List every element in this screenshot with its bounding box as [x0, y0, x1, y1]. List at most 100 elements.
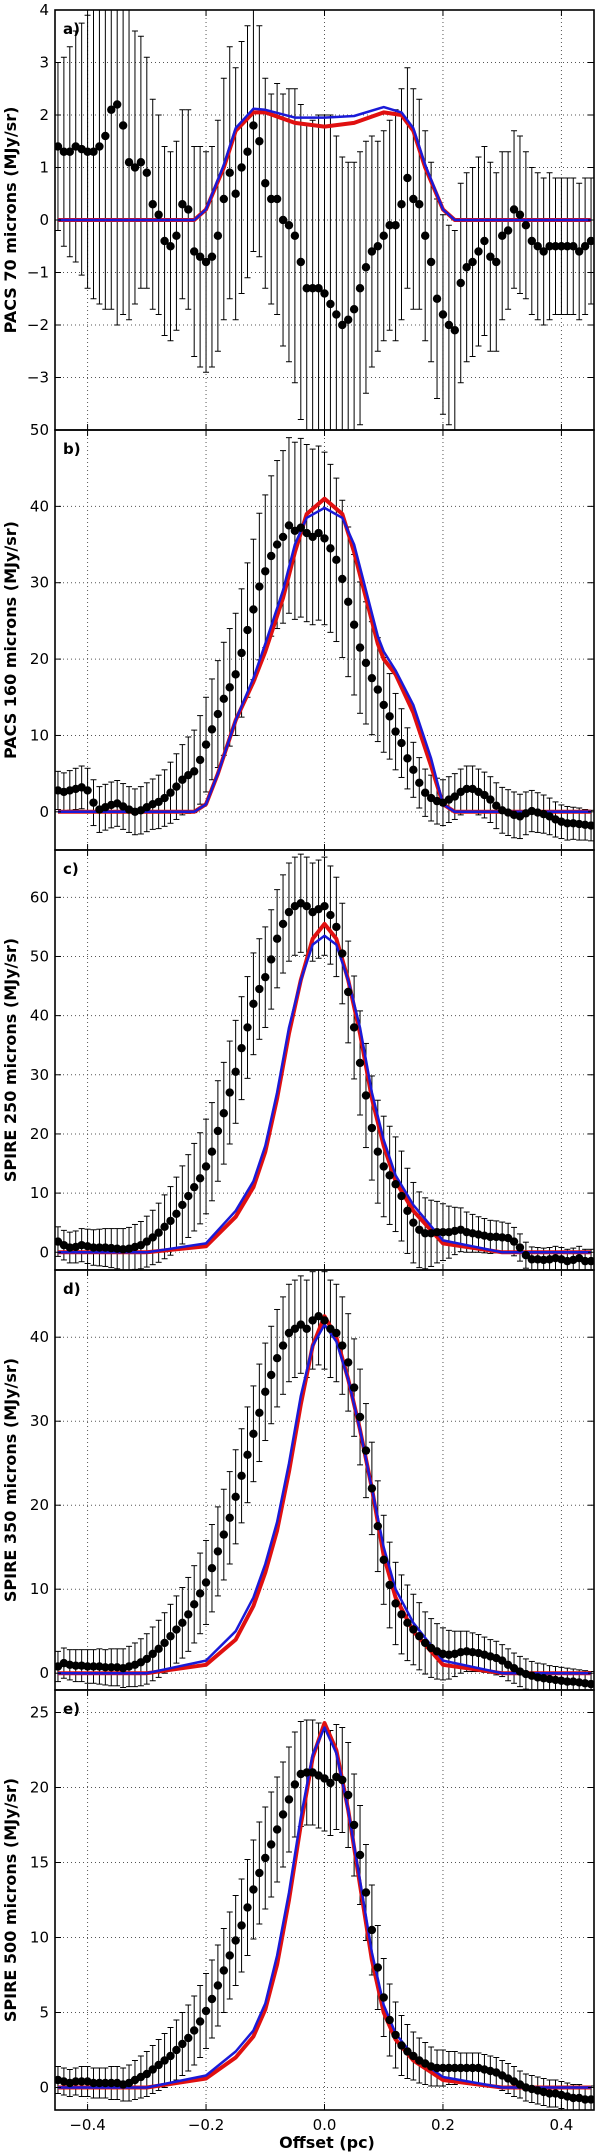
x-tick-label: 0.0 [313, 2116, 337, 2134]
data-point [95, 1243, 104, 1252]
data-point [266, 551, 276, 561]
data-point [243, 1023, 252, 1032]
data-point [338, 949, 347, 958]
data-point [379, 1162, 388, 1171]
data-points [55, 521, 594, 830]
data-points [55, 899, 594, 1266]
data-point [189, 247, 199, 256]
data-point [148, 1233, 157, 1242]
y-tick-label: 10 [30, 726, 49, 744]
data-point [314, 284, 323, 293]
data-point [373, 1522, 383, 1531]
data-point [71, 2077, 80, 2086]
data-point [266, 1840, 276, 1849]
data-point [521, 221, 531, 230]
y-tick-label: 30 [30, 574, 49, 592]
data-point [403, 2047, 412, 2056]
data-point [415, 200, 424, 209]
data-point [172, 782, 181, 791]
data-point [83, 786, 92, 795]
data-point [237, 1043, 246, 1053]
data-point [420, 1229, 430, 1238]
data-point [563, 1677, 572, 1686]
data-point [515, 210, 525, 219]
data-point [166, 2051, 175, 2061]
data-point [213, 1981, 223, 1990]
data-point [338, 1775, 347, 1785]
data-point [249, 999, 258, 1009]
plot-area [55, 437, 594, 842]
data-point [201, 740, 211, 749]
data-point [397, 1191, 406, 1201]
data-point [580, 1256, 590, 1266]
data-point [373, 242, 383, 251]
data-point [391, 1599, 400, 1608]
data-point [527, 236, 537, 246]
x-ticks [87, 850, 562, 1270]
plot-area [55, 853, 594, 1270]
data-point [403, 1206, 412, 1216]
data-point [497, 1656, 507, 1665]
data-point [563, 242, 572, 251]
data-point [373, 1147, 383, 1156]
data-point [130, 163, 140, 172]
panel-a: −3 −2 −1 0 1 2 3 4 a) PACS 70 microns (MJy/sr) [1, 1, 595, 431]
data-point [77, 2077, 86, 2086]
y-tick-label: 0 [39, 1664, 49, 1682]
data-point [89, 1243, 98, 1252]
y-tick-label: 0 [39, 211, 49, 229]
data-point [272, 1825, 282, 1834]
data-point [166, 788, 175, 797]
x-ticks [87, 1270, 562, 1690]
data-point [332, 555, 341, 565]
y-tick-label: 10 [30, 1184, 49, 1202]
data-point [349, 1023, 359, 1032]
data-point [539, 247, 548, 256]
data-point [231, 1492, 240, 1502]
data-point [172, 2045, 181, 2055]
data-point [272, 1354, 282, 1363]
data-point [225, 168, 234, 177]
data-point [231, 1067, 240, 1077]
y-ticks: 0 5 10 15 20 25 [30, 1704, 594, 2097]
data-point [225, 1951, 234, 1960]
data-point [586, 1256, 594, 1266]
data-point [243, 625, 252, 635]
data-point [302, 1768, 311, 1777]
data-point [278, 215, 288, 225]
data-point [184, 1191, 193, 1201]
data-point [308, 284, 317, 293]
data-point [456, 278, 465, 288]
data-point [385, 712, 394, 721]
data-point [302, 284, 311, 293]
data-point [397, 2041, 406, 2050]
data-point [166, 1216, 175, 1226]
data-point [219, 1530, 229, 1539]
data-point [266, 1370, 276, 1380]
y-tick-label: 2 [39, 106, 49, 124]
data-point [379, 1993, 388, 2002]
y-tick-label: 15 [30, 1854, 49, 1872]
data-point [172, 231, 181, 240]
y-tick-label: 0 [39, 2079, 49, 2097]
data-point [320, 901, 329, 911]
y-tick-label: −2 [27, 316, 49, 334]
data-point [178, 775, 187, 784]
data-point [409, 1625, 418, 1634]
data-point [195, 1589, 205, 1598]
data-point [178, 1618, 187, 1628]
data-point [272, 540, 282, 549]
y-tick-label: 60 [30, 888, 49, 906]
data-point [101, 1663, 110, 1672]
data-point [154, 1228, 163, 1237]
data-point [326, 1778, 335, 1788]
data-point [255, 137, 264, 146]
data-point [83, 1662, 92, 1671]
data-point [172, 1625, 181, 1634]
data-point [207, 252, 217, 261]
y-tick-label: 30 [30, 1412, 49, 1430]
data-point [160, 2056, 169, 2065]
data-point [314, 528, 323, 538]
data-point [462, 263, 471, 272]
data-point [160, 793, 169, 803]
